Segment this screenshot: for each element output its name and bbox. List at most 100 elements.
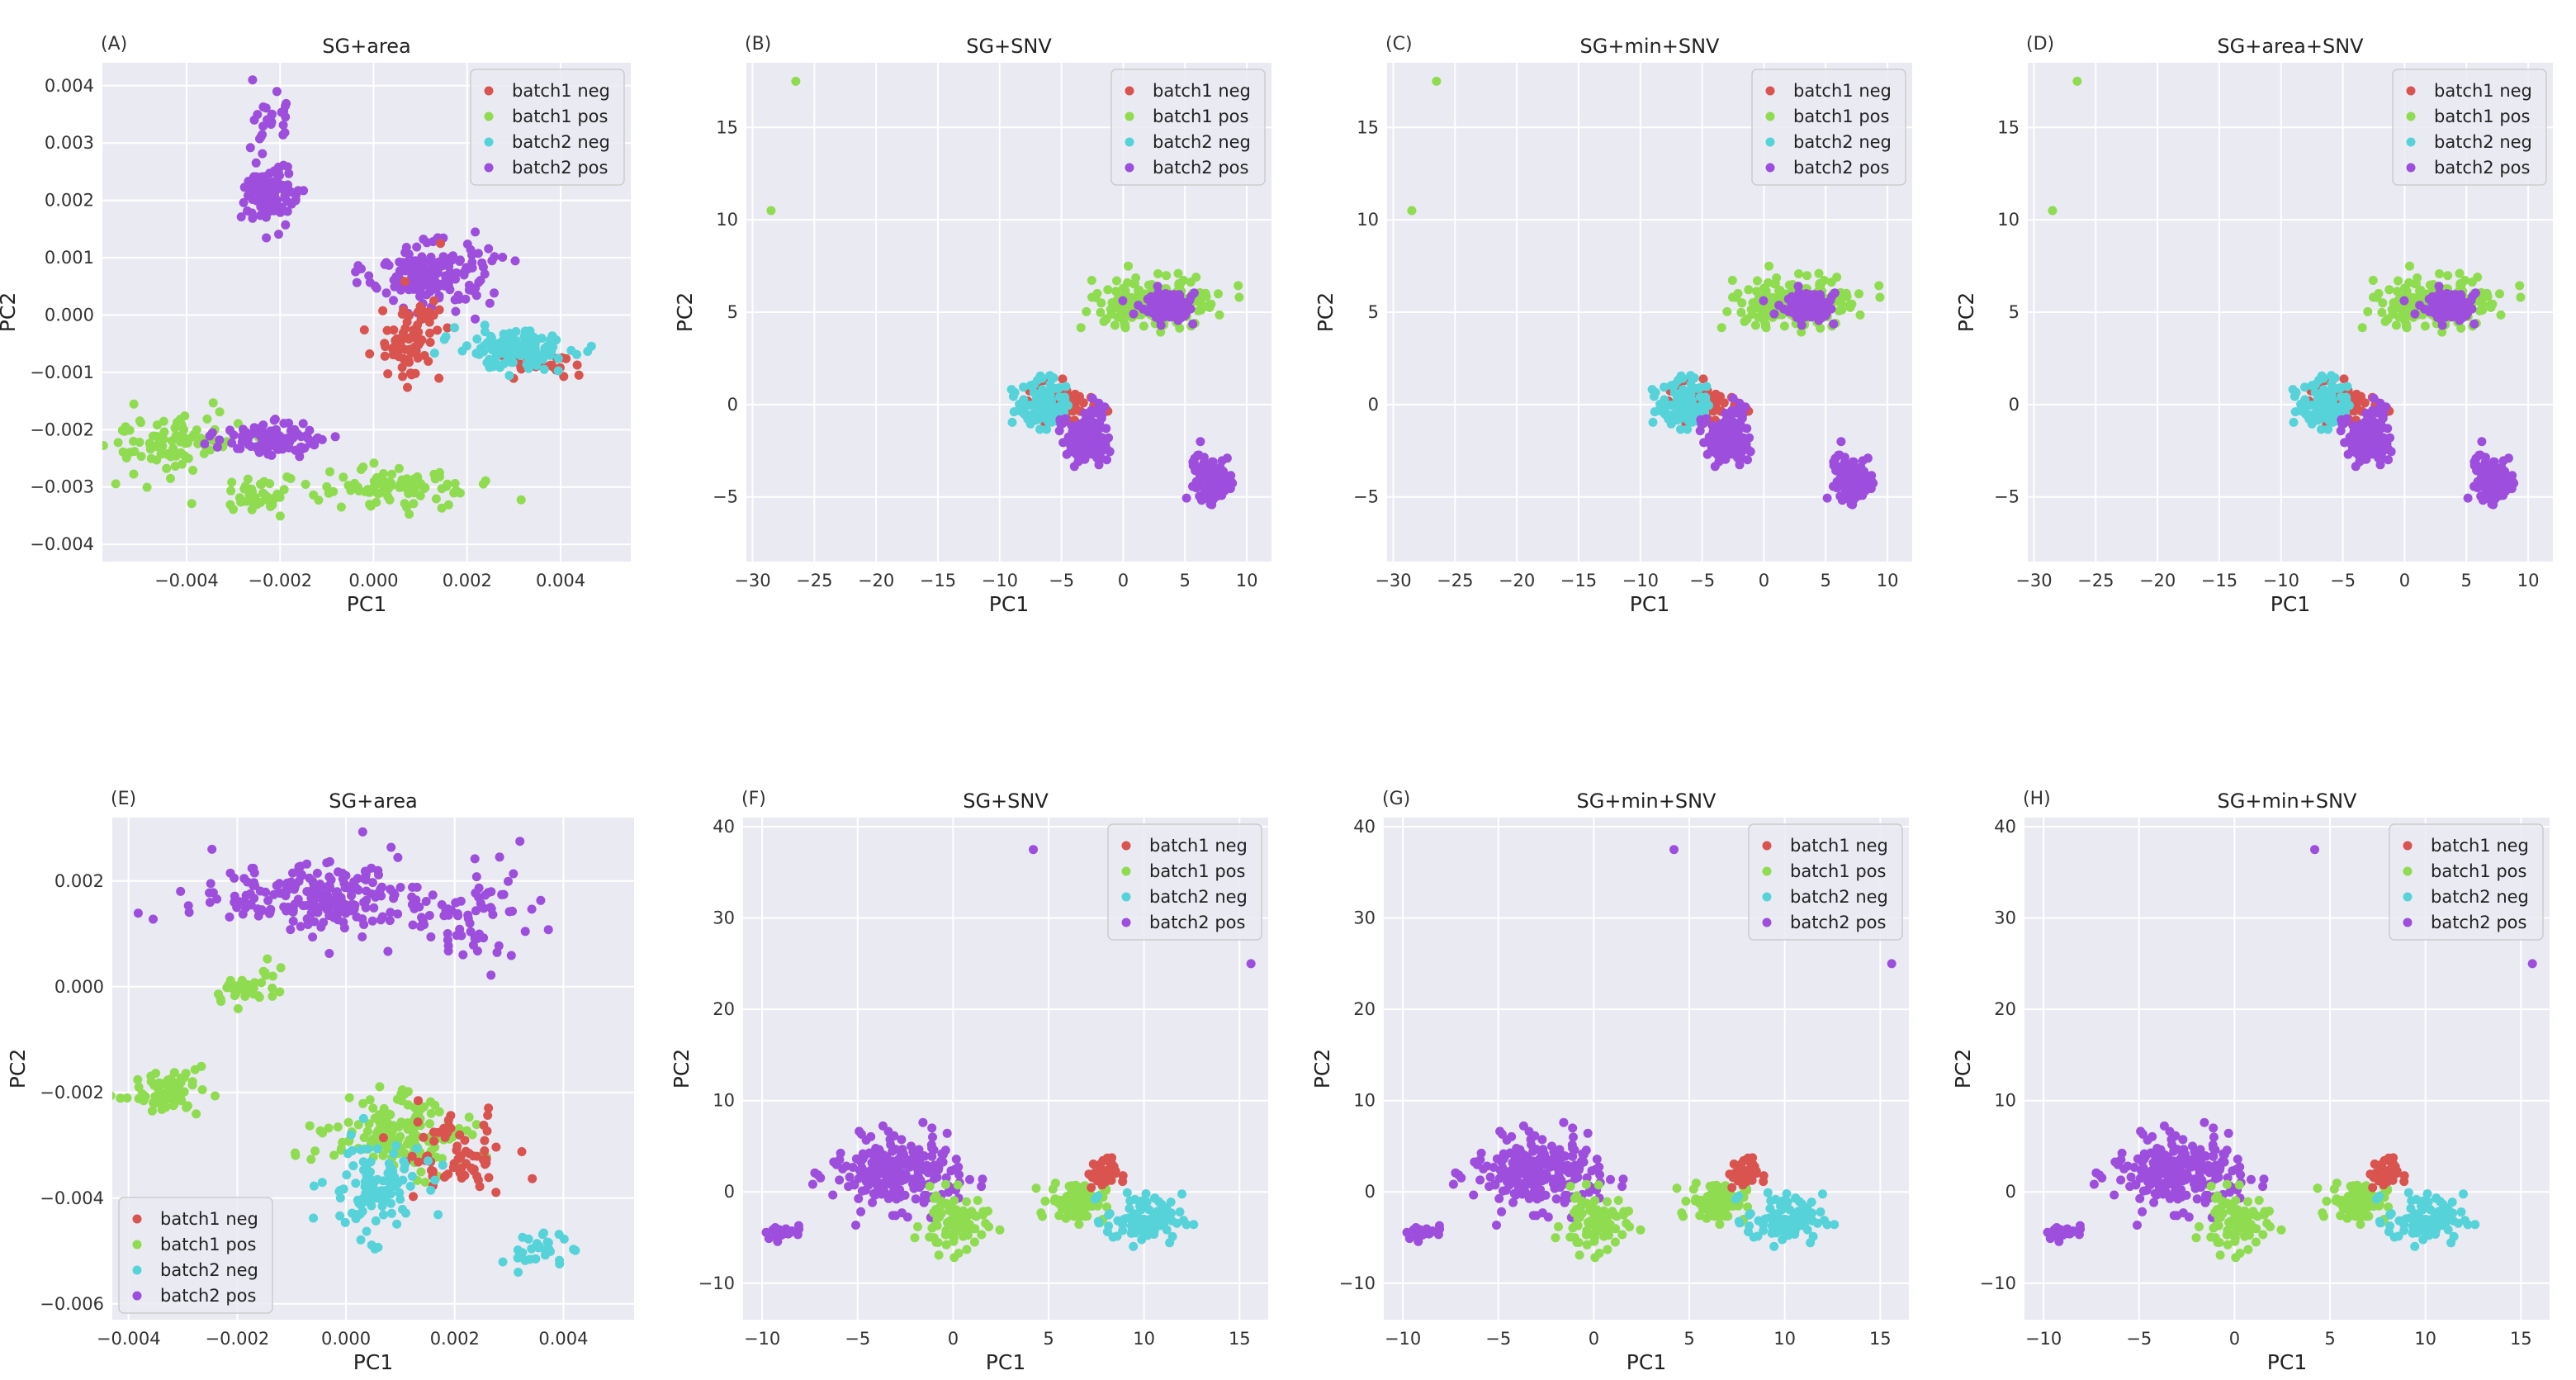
scatter-point (1537, 1135, 1547, 1145)
scatter-point (2455, 268, 2465, 278)
scatter-point (2393, 287, 2402, 296)
scatter-point (443, 935, 452, 945)
scatter-points (766, 76, 1244, 510)
scatter-point (954, 1249, 964, 1258)
scatter-point (1047, 404, 1057, 414)
scatter-point (1707, 421, 1717, 430)
x-tick-label: 0 (1118, 571, 1129, 590)
scatter-point (1051, 383, 1061, 393)
scatter-point (927, 1151, 937, 1161)
scatter-point (146, 1071, 156, 1081)
outlier-point (1246, 959, 1256, 969)
scatter-point (1752, 287, 1761, 296)
scatter-point (1188, 319, 1198, 329)
scatter-point (434, 373, 444, 383)
scatter-point (586, 341, 596, 351)
scatter-point (471, 888, 481, 898)
scatter-point (472, 946, 482, 956)
legend-marker (484, 163, 494, 173)
scatter-point (371, 1216, 381, 1226)
scatter-point (2383, 424, 2393, 434)
scatter-point (485, 903, 495, 913)
scatter-point (1610, 1237, 1620, 1247)
chart-title: SG+area (322, 35, 410, 58)
scatter-point (2509, 478, 2519, 488)
scatter-point (2360, 398, 2370, 408)
scatter-point (129, 399, 139, 409)
scatter-point (188, 466, 198, 475)
scatter-point (1598, 1223, 1608, 1233)
scatter-point (1158, 302, 1168, 312)
scatter-point (2457, 304, 2467, 314)
scatter-point (174, 1084, 184, 1094)
scatter-point (500, 344, 510, 354)
scatter-point (418, 264, 428, 274)
scatter-point (178, 459, 187, 469)
y-tick-label: 15 (716, 117, 738, 137)
y-tick-label: −5 (713, 487, 738, 507)
scatter-point (1731, 292, 1741, 302)
scatter-point (1722, 306, 1732, 316)
scatter-point (361, 870, 371, 880)
legend-label: batch2 neg (1149, 887, 1248, 907)
scatter-point (531, 1254, 541, 1264)
x-tick-label: −20 (1499, 571, 1535, 590)
scatter-point (1769, 309, 1779, 319)
scatter-points (1402, 845, 1896, 1263)
scatter-point (1546, 1155, 1556, 1164)
scatter-point (2515, 281, 2525, 291)
scatter-point (1040, 1197, 1050, 1206)
scatter-point (897, 1135, 907, 1145)
scatter-point (572, 360, 582, 370)
scatter-point (941, 1173, 951, 1183)
scatter-point (1173, 268, 1183, 278)
scatter-point (268, 971, 277, 981)
scatter-point (492, 947, 502, 957)
scatter-point (1197, 470, 1207, 480)
scatter-point (1875, 292, 1885, 302)
scatter-point (424, 1156, 433, 1166)
y-tick-label: 15 (1997, 117, 2020, 137)
scatter-point (437, 1154, 447, 1164)
scatter-point (1497, 1207, 1507, 1216)
scatter-point (1041, 394, 1051, 404)
scatter-point (498, 253, 508, 262)
scatter-point (1576, 1202, 1586, 1212)
scatter-point (134, 1093, 144, 1103)
scatter-point (2463, 493, 2473, 503)
scatter-point (326, 875, 336, 884)
legend-marker (2406, 137, 2416, 147)
scatter-point (256, 202, 266, 211)
legend-label: batch2 neg (1153, 132, 1251, 152)
x-tick-label: −15 (1560, 571, 1597, 590)
scatter-point (2490, 472, 2500, 482)
scatter-point (1764, 261, 1773, 271)
scatter-point (1100, 402, 1110, 412)
scatter-point (258, 130, 268, 140)
scatter-point (481, 476, 490, 486)
scatter-point (416, 315, 426, 325)
y-tick-label: 20 (713, 999, 735, 1019)
scatter-point (835, 1175, 845, 1185)
scatter-point (774, 1231, 784, 1241)
scatter-point (1516, 1147, 1526, 1157)
scatter-point (1802, 289, 1811, 298)
scatter-point (433, 325, 443, 335)
x-tick-label: 15 (1869, 1329, 1892, 1349)
scatter-point (251, 158, 261, 168)
scatter-point (1613, 1196, 1623, 1205)
scatter-point (488, 909, 498, 919)
scatter-point (168, 443, 178, 453)
legend-marker (2406, 163, 2416, 173)
scatter-point (2402, 320, 2411, 330)
scatter-point (1175, 323, 1185, 333)
scatter-point (1106, 309, 1116, 319)
scatter-point (350, 478, 359, 488)
x-tick-label: −5 (1049, 571, 1074, 590)
scatter-point (250, 492, 260, 502)
scatter-point (462, 1126, 471, 1136)
scatter-point (2374, 408, 2383, 418)
scatter-point (962, 1197, 971, 1207)
scatter-point (1469, 1190, 1479, 1200)
